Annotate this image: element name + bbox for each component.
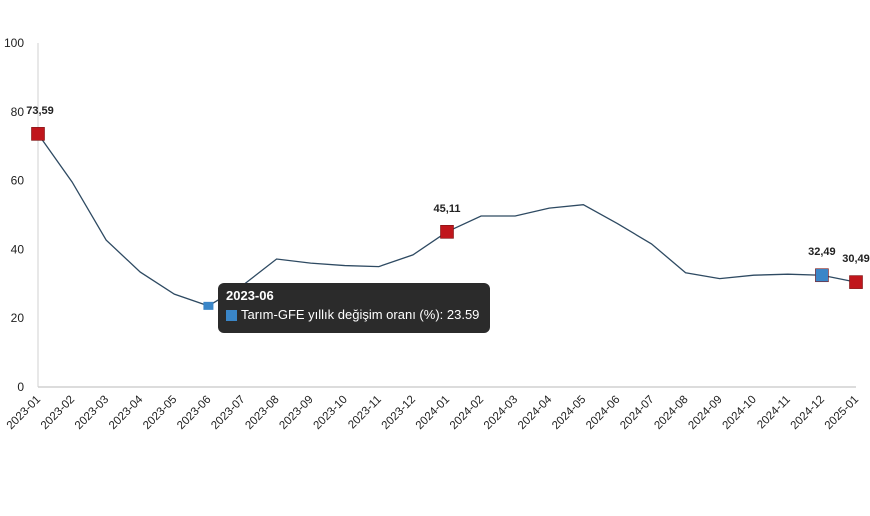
y-tick-label: 100 — [4, 36, 24, 50]
x-tick-label: 2023-01 — [5, 394, 43, 432]
x-tick-label: 2023-06 — [175, 394, 213, 432]
x-tick-label: 2023-03 — [73, 394, 111, 432]
highlight-marker[interactable] — [31, 127, 45, 141]
x-tick-label: 2024-02 — [448, 394, 486, 432]
data-label: 45,11 — [434, 203, 461, 215]
y-tick-label: 20 — [11, 311, 25, 325]
x-tick-label: 2023-10 — [312, 394, 350, 432]
x-tick-label: 2024-03 — [482, 394, 520, 432]
series-line — [37, 133, 857, 307]
x-tick-label: 2024-06 — [584, 394, 622, 432]
y-tick-label: 60 — [11, 174, 25, 188]
x-tick-label: 2023-07 — [209, 394, 247, 432]
x-tick-label: 2023-12 — [380, 394, 418, 432]
tooltip-row: Tarım-GFE yıllık değişim oranı (%): 23.5… — [226, 305, 482, 325]
x-tick-label: 2023-09 — [277, 394, 315, 432]
x-tick-label: 2023-05 — [141, 394, 179, 432]
y-tick-label: 40 — [11, 242, 25, 256]
x-tick-label: 2023-02 — [39, 394, 77, 432]
x-tick-label: 2024-12 — [789, 394, 827, 432]
highlight-marker[interactable] — [815, 268, 829, 283]
tooltip-title: 2023-06 — [226, 288, 274, 303]
x-tick-label: 2024-05 — [550, 394, 588, 432]
y-tick-label: 0 — [17, 380, 24, 394]
x-tick-label: 2024-10 — [721, 394, 759, 432]
x-tick-label: 2024-01 — [414, 394, 452, 432]
x-tick-label: 2023-08 — [243, 394, 281, 432]
tooltip: 2023-06 Tarım-GFE yıllık değişim oranı (… — [218, 283, 490, 333]
x-tick-label: 2023-11 — [346, 394, 384, 432]
data-label: 73,59 — [26, 105, 54, 117]
x-axis: 2023-012023-022023-032023-042023-052023-… — [5, 386, 861, 432]
hover-marker[interactable] — [203, 301, 214, 310]
x-tick-label: 2023-04 — [107, 393, 146, 432]
data-label: 30,49 — [842, 253, 870, 265]
series-swatch-icon — [226, 309, 237, 321]
y-axis: 0 20 40 60 80 100 — [4, 36, 39, 394]
x-tick-label: 2025-01 — [823, 394, 861, 432]
x-tick-label: 2024-09 — [686, 394, 724, 432]
highlight-marker[interactable] — [849, 275, 863, 289]
x-tick-label: 2024-11 — [755, 394, 793, 432]
x-tick-label: 2024-08 — [652, 394, 690, 432]
data-labels: 73,59 45,11 32,49 30,49 — [26, 105, 870, 265]
highlight-marker[interactable] — [440, 225, 454, 239]
data-markers[interactable] — [31, 127, 863, 310]
tooltip-value: Tarım-GFE yıllık değişim oranı (%): 23.5… — [241, 307, 480, 322]
y-tick-label: 80 — [11, 105, 25, 119]
x-tick-label: 2024-04 — [516, 393, 555, 432]
x-tick-label: 2024-07 — [618, 394, 656, 432]
data-label: 32,49 — [808, 246, 836, 258]
